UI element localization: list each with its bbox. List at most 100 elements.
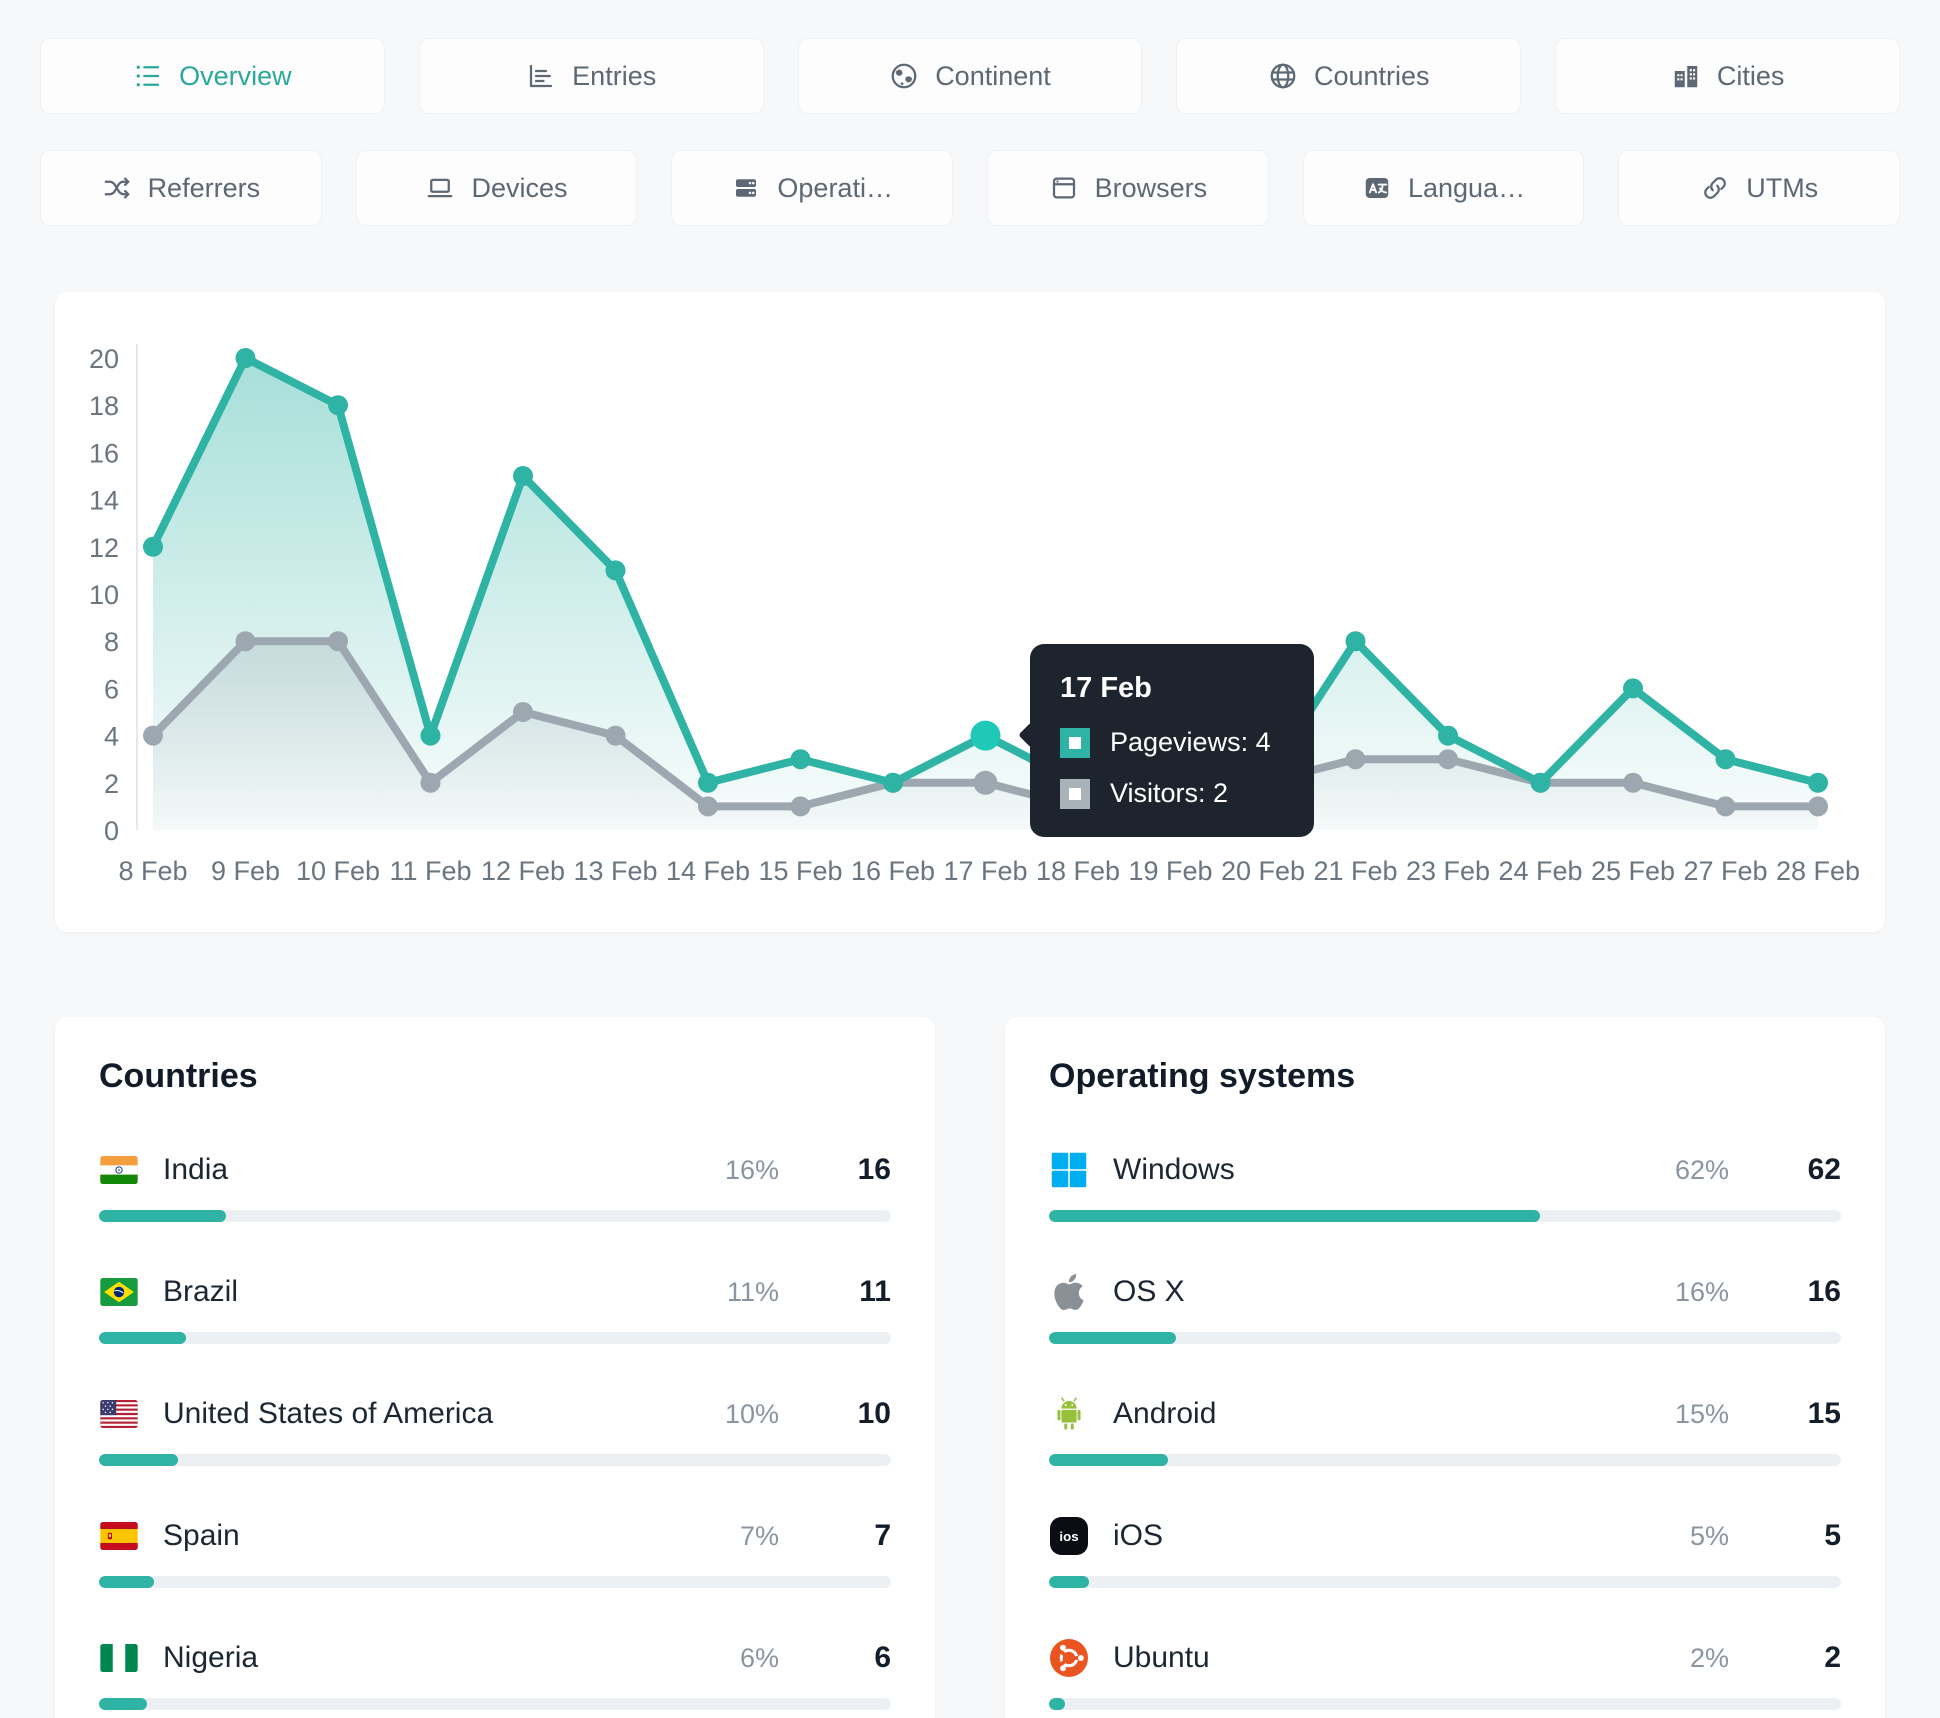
tab-label: Browsers — [1094, 172, 1208, 203]
tooltip-row: Pageviews: 4 — [1060, 727, 1284, 758]
chart-point-visitors[interactable] — [235, 631, 256, 652]
stat-label: OS X — [1113, 1275, 1185, 1308]
chart-point-pageviews[interactable] — [883, 772, 903, 793]
list-item[interactable]: Ubuntu 2% 2 — [1049, 1638, 1841, 1710]
tab-label: Referrers — [147, 172, 261, 203]
chart-point-pageviews[interactable] — [513, 466, 533, 486]
chart-point-visitors[interactable] — [973, 770, 998, 795]
chart-point-visitors[interactable] — [605, 725, 626, 746]
chart-point-pageviews[interactable] — [420, 725, 441, 746]
tab-continent[interactable]: Continent — [797, 38, 1143, 114]
pageviews-legend-marker — [1060, 727, 1090, 758]
tab-browsers[interactable]: Browsers — [987, 150, 1269, 226]
chart-point-visitors[interactable] — [328, 631, 348, 652]
list-item[interactable]: Windows 62% 62 — [1049, 1150, 1841, 1222]
pageviews-visitors-chart: 0 2 4 6 8 10 12 14 16 18 20 8 Feb 9 Feb 10 Feb 11 Feb 1… — [89, 344, 1860, 886]
chart-point-visitors[interactable] — [1438, 749, 1458, 770]
chart-point-pageviews[interactable] — [1808, 772, 1828, 793]
stat-bar-fill — [1049, 1698, 1065, 1710]
browser-icon — [1049, 173, 1079, 203]
tab-operating-systems[interactable]: Operati… — [671, 150, 954, 226]
stat-bar-fill — [1049, 1454, 1168, 1466]
stat-percent: 2% — [1689, 1642, 1729, 1673]
y-tick-label: 14 — [89, 486, 119, 516]
stat-bar-track — [1049, 1698, 1841, 1710]
chart-point-pageviews[interactable] — [328, 395, 348, 416]
list-item[interactable]: Spain 7% 7 — [99, 1516, 891, 1588]
stat-count: 15 — [1807, 1397, 1841, 1430]
visitors-legend-marker — [1060, 778, 1090, 809]
tab-label: Entries — [572, 60, 657, 91]
chart-point-visitors[interactable] — [143, 725, 163, 746]
tab-devices[interactable]: Devices — [355, 150, 638, 226]
y-tick-label: 10 — [89, 580, 119, 610]
chart-point-pageviews[interactable] — [235, 348, 256, 368]
x-tick-label: 17 Feb — [943, 856, 1027, 886]
chart-point-pageviews[interactable] — [790, 749, 811, 770]
chart-point-visitors[interactable] — [1715, 796, 1736, 817]
x-tick-label: 23 Feb — [1406, 856, 1490, 886]
stat-bar-track — [1049, 1454, 1841, 1466]
chart-point-pageviews[interactable] — [970, 720, 1001, 751]
list-item[interactable]: India 16% 16 — [99, 1150, 891, 1222]
chart-point-pageviews[interactable] — [1438, 725, 1458, 746]
chart-point-visitors[interactable] — [513, 702, 533, 722]
chart-point-pageviews[interactable] — [1345, 631, 1366, 652]
tab-entries[interactable]: Entries — [418, 38, 764, 114]
list-item[interactable]: ios iOS 5% 5 — [1049, 1516, 1841, 1588]
panel-title: Operating systems — [1049, 1057, 1356, 1095]
chart-point-visitors[interactable] — [698, 796, 718, 817]
chart-point-visitors[interactable] — [1345, 749, 1366, 770]
y-tick-label: 2 — [104, 769, 119, 799]
flag-india — [99, 1156, 139, 1184]
stat-bar-fill — [99, 1210, 226, 1222]
chart-point-pageviews[interactable] — [605, 560, 626, 581]
tab-cities[interactable]: Cities — [1555, 38, 1900, 114]
chart-point-visitors[interactable] — [1808, 796, 1828, 817]
stat-count: 10 — [857, 1397, 891, 1430]
chart-point-pageviews[interactable] — [1530, 772, 1551, 793]
list-item[interactable]: Brazil 11% 11 — [99, 1272, 891, 1344]
tab-referrers[interactable]: Referrers — [40, 150, 322, 226]
chart-point-visitors[interactable] — [1623, 772, 1643, 793]
x-tick-label: 18 Feb — [1036, 856, 1120, 886]
y-tick-label: 12 — [89, 533, 119, 563]
list-item[interactable]: Android 15% 15 — [1049, 1394, 1841, 1466]
stat-bar-fill — [99, 1698, 147, 1710]
chart-point-visitors[interactable] — [420, 772, 441, 793]
tooltip-title: 17 Feb — [1060, 672, 1152, 704]
server-icon — [731, 173, 761, 203]
stat-bar-track — [99, 1332, 891, 1344]
chart-point-pageviews[interactable] — [698, 772, 718, 793]
chart-point-visitors[interactable] — [790, 796, 811, 817]
tab-overview[interactable]: Overview — [40, 38, 385, 114]
operating-systems-panel: Operating systems Windows 62% 62 OS X 16% 16 A… — [1005, 1017, 1885, 1718]
stat-bar-track — [1049, 1210, 1841, 1222]
x-tick-label: 19 Feb — [1128, 856, 1212, 886]
stat-count: 11 — [859, 1275, 891, 1308]
stat-count: 5 — [1824, 1519, 1841, 1552]
tab-label: Operati… — [777, 172, 893, 203]
x-tick-label: 12 Feb — [481, 856, 565, 886]
x-tick-label: 21 Feb — [1313, 856, 1397, 886]
list-item[interactable]: United States of America 10% 10 — [99, 1394, 891, 1466]
tab-languages[interactable]: Langua… — [1302, 150, 1585, 226]
chart-point-pageviews[interactable] — [1623, 678, 1643, 699]
list-item[interactable]: Nigeria 6% 6 — [99, 1638, 891, 1710]
chart-point-pageviews[interactable] — [143, 536, 163, 557]
tab-label: Overview — [179, 60, 292, 91]
tab-utms[interactable]: UTMs — [1618, 150, 1901, 226]
stat-label: Ubuntu — [1113, 1641, 1210, 1674]
x-tick-label: 9 Feb — [211, 856, 280, 886]
apple-icon — [1049, 1274, 1089, 1310]
tab-countries[interactable]: Countries — [1176, 38, 1522, 114]
stat-percent: 10% — [724, 1398, 779, 1429]
list-item[interactable]: OS X 16% 16 — [1049, 1272, 1841, 1344]
stat-bar-track — [99, 1210, 891, 1222]
stat-bar-track — [99, 1698, 891, 1710]
chart-point-pageviews[interactable] — [1715, 749, 1736, 770]
earth-icon — [889, 61, 919, 91]
x-tick-label: 8 Feb — [118, 856, 187, 886]
stat-label: Brazil — [163, 1275, 239, 1308]
stat-percent: 6% — [739, 1642, 779, 1673]
